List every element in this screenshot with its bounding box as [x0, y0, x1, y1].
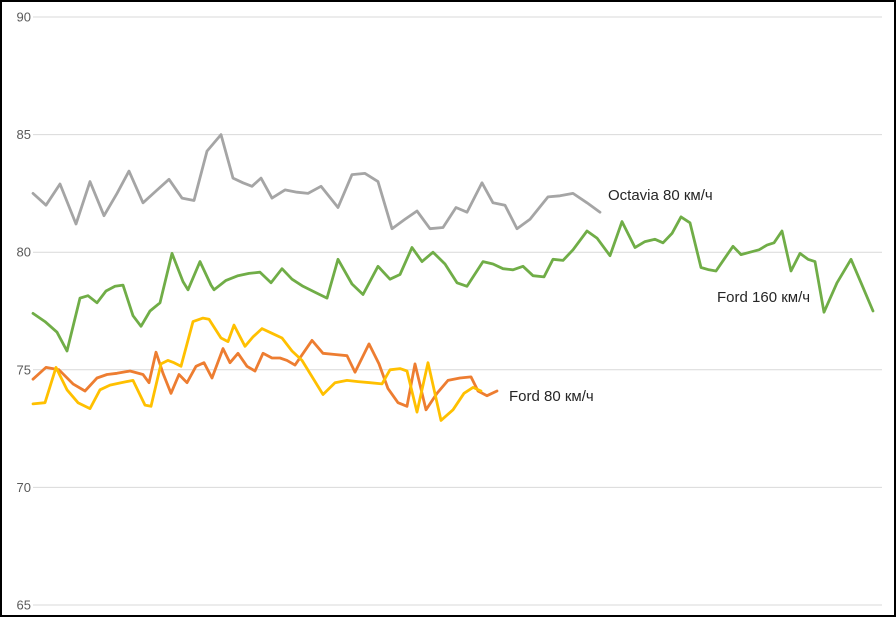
series-line-ford-80-yellow — [31, 316, 483, 422]
series-line-ford-80-orange — [31, 338, 499, 412]
y-tick-label: 65 — [17, 598, 31, 613]
y-tick-label: 70 — [17, 480, 31, 495]
y-tick-label: 85 — [17, 127, 31, 142]
series-line-octavia-80 — [31, 133, 602, 231]
y-tick-label: 75 — [17, 362, 31, 377]
y-tick-label: 80 — [17, 245, 31, 260]
series-label: Octavia 80 км/ч — [608, 187, 713, 204]
series-label: Ford 160 км/ч — [717, 289, 810, 306]
series-line-ford-160 — [31, 215, 875, 353]
y-tick-label: 90 — [17, 10, 31, 25]
series-label: Ford 80 км/ч — [509, 388, 594, 405]
